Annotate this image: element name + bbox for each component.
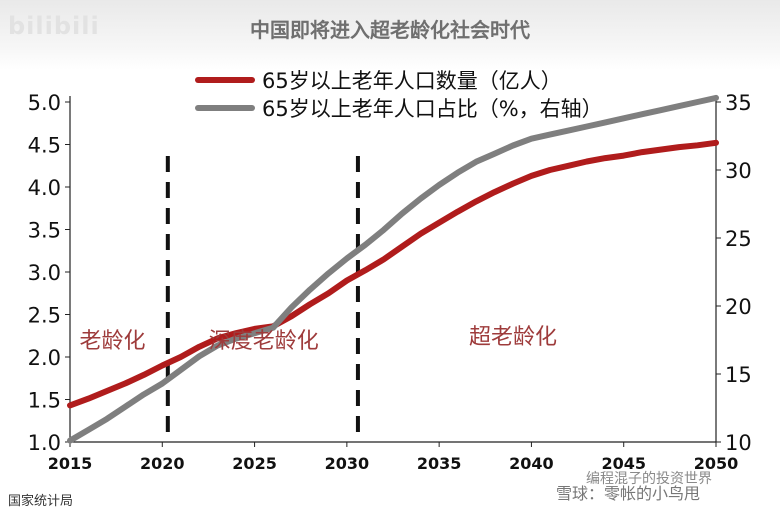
x-tick-label: 2015 bbox=[48, 454, 93, 473]
y-right-tick-label: 15 bbox=[725, 363, 752, 387]
y-left-tick-label: 2.0 bbox=[28, 346, 61, 370]
y-left-tick-label: 1.5 bbox=[28, 389, 61, 413]
x-tick-label: 2045 bbox=[601, 454, 646, 473]
y-right-tick-label: 35 bbox=[725, 91, 752, 115]
x-tick-label: 2025 bbox=[232, 454, 277, 473]
legend-label: 65岁以上老年人口占比（%，右轴） bbox=[262, 97, 603, 121]
stage-annotation: 超老龄化 bbox=[469, 325, 557, 350]
y-right-tick-label: 10 bbox=[725, 431, 752, 455]
credit-watermark: 雪球：零帐的小鸟甩 bbox=[556, 484, 701, 503]
title-band bbox=[0, 0, 780, 70]
y-left-tick-label: 4.5 bbox=[28, 134, 61, 158]
x-tick-label: 2050 bbox=[694, 454, 739, 473]
y-left-tick-label: 3.0 bbox=[28, 261, 61, 285]
y-left-tick-label: 4.0 bbox=[28, 176, 61, 200]
x-tick-label: 2035 bbox=[417, 454, 462, 473]
y-left-tick-label: 5.0 bbox=[28, 91, 61, 115]
y-left-tick-label: 2.5 bbox=[28, 304, 61, 328]
y-left-tick-label: 1.0 bbox=[28, 431, 61, 455]
stage-annotation: 深度老龄化 bbox=[209, 329, 319, 354]
x-tick-label: 2020 bbox=[140, 454, 185, 473]
source-note: 国家统计局 bbox=[8, 494, 74, 509]
stage-annotation: 老龄化 bbox=[79, 329, 145, 354]
y-right-tick-label: 30 bbox=[725, 159, 752, 183]
chart-title: 中国即将进入超老龄化社会时代 bbox=[250, 18, 530, 42]
credit-overlay: 编程混子的投资世界 bbox=[586, 471, 712, 487]
x-tick-label: 2030 bbox=[325, 454, 370, 473]
y-right-tick-label: 25 bbox=[725, 227, 752, 251]
series-share-line bbox=[67, 94, 719, 444]
legend-label: 65岁以上老年人口数量（亿人） bbox=[262, 69, 562, 93]
x-tick-label: 2040 bbox=[509, 454, 554, 473]
y-left-tick-label: 3.5 bbox=[28, 219, 61, 243]
series-count-line bbox=[67, 139, 719, 409]
y-right-tick-label: 20 bbox=[725, 295, 752, 319]
bilibili-watermark: bilibili bbox=[8, 12, 100, 40]
